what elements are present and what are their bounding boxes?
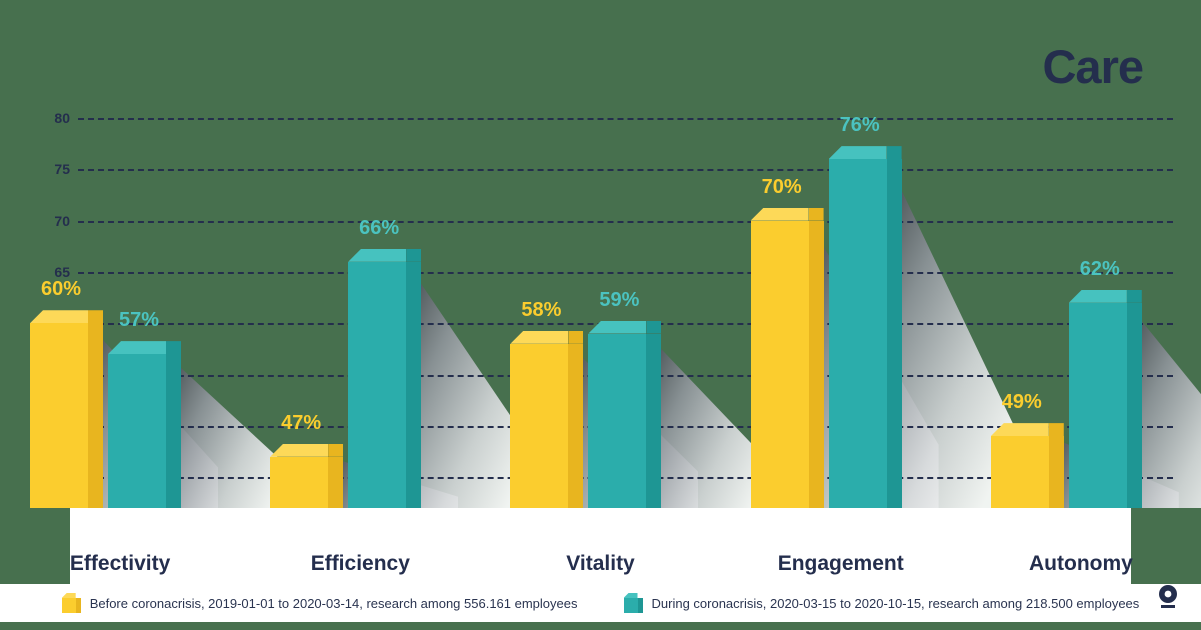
bar-value-label: 62% [1079,257,1120,280]
gridline-75 [78,169,1173,172]
bar-value-label: 58% [521,298,562,321]
ring-logo-icon [1153,582,1183,612]
bar-body [588,320,662,508]
bar-value-label: 60% [40,278,82,301]
y-tick-label-70: 70 [54,212,70,229]
category-label-vitality: Vitality [566,552,635,575]
gridline-80 [78,118,1173,120]
legend-swatch-yellow-icon [61,593,81,613]
legend-label-during: During coronacrisis, 2020-03-15 to 2020-… [651,595,1140,611]
category-label-autonomy: Autonomy [1029,552,1133,575]
bar-body [30,310,103,508]
bar-group-autonomy: 49% 62% [969,118,1201,508]
bar-body [990,423,1064,508]
legend-item-during[interactable]: During coronacrisis, 2020-03-15 to 2020-… [623,593,1140,613]
legend-item-before[interactable]: Before coronacrisis, 2019-01-01 to 2020-… [61,593,578,613]
legend-label-before: Before coronacrisis, 2019-01-01 to 2020-… [89,595,578,611]
bar-value-label: 70% [761,175,802,198]
chart-legend: Before coronacrisis, 2019-01-01 to 2020-… [0,584,1201,622]
category-label-efficiency: Efficiency [310,552,410,575]
bar-value-label: 47% [281,411,322,434]
y-tick-label-65: 65 [54,263,70,280]
bar-body [510,330,584,508]
bar-body [750,207,824,508]
bar-group-efficiency: 47% 66% [248,118,537,508]
bar-group-engagement: 70% 76% [729,114,1017,508]
y-tick-label-80: 80 [54,110,70,126]
bar-body [348,248,422,508]
bar-body [1068,289,1142,508]
axis-label-band [70,508,1131,584]
legend-swatch-teal-icon [623,593,643,613]
bar-body [270,443,344,508]
gridline-65 [78,271,1173,274]
category-label-engagement: Engagement [777,552,904,575]
bar-value-label: 57% [118,309,160,332]
bar-body [828,146,902,508]
x-axis-categories: Effectivity Efficiency Vitality Engagement A… [0,544,1201,584]
brand-logo-care: Care [1042,40,1144,93]
category-label-effectivity: Effectivity [69,552,171,575]
y-tick-label-75: 75 [54,161,70,178]
bar-value-label: 76% [839,114,880,137]
bar-group-vitality: 58% 59% [488,118,777,508]
bar-value-label: 59% [599,288,640,311]
bar-value-label: 49% [1001,391,1042,414]
bar-body [108,341,181,508]
bar-group-effectivity: 60% 57% [8,118,296,508]
bar-value-label: 66% [359,216,400,239]
gridline-70 [78,220,1173,223]
